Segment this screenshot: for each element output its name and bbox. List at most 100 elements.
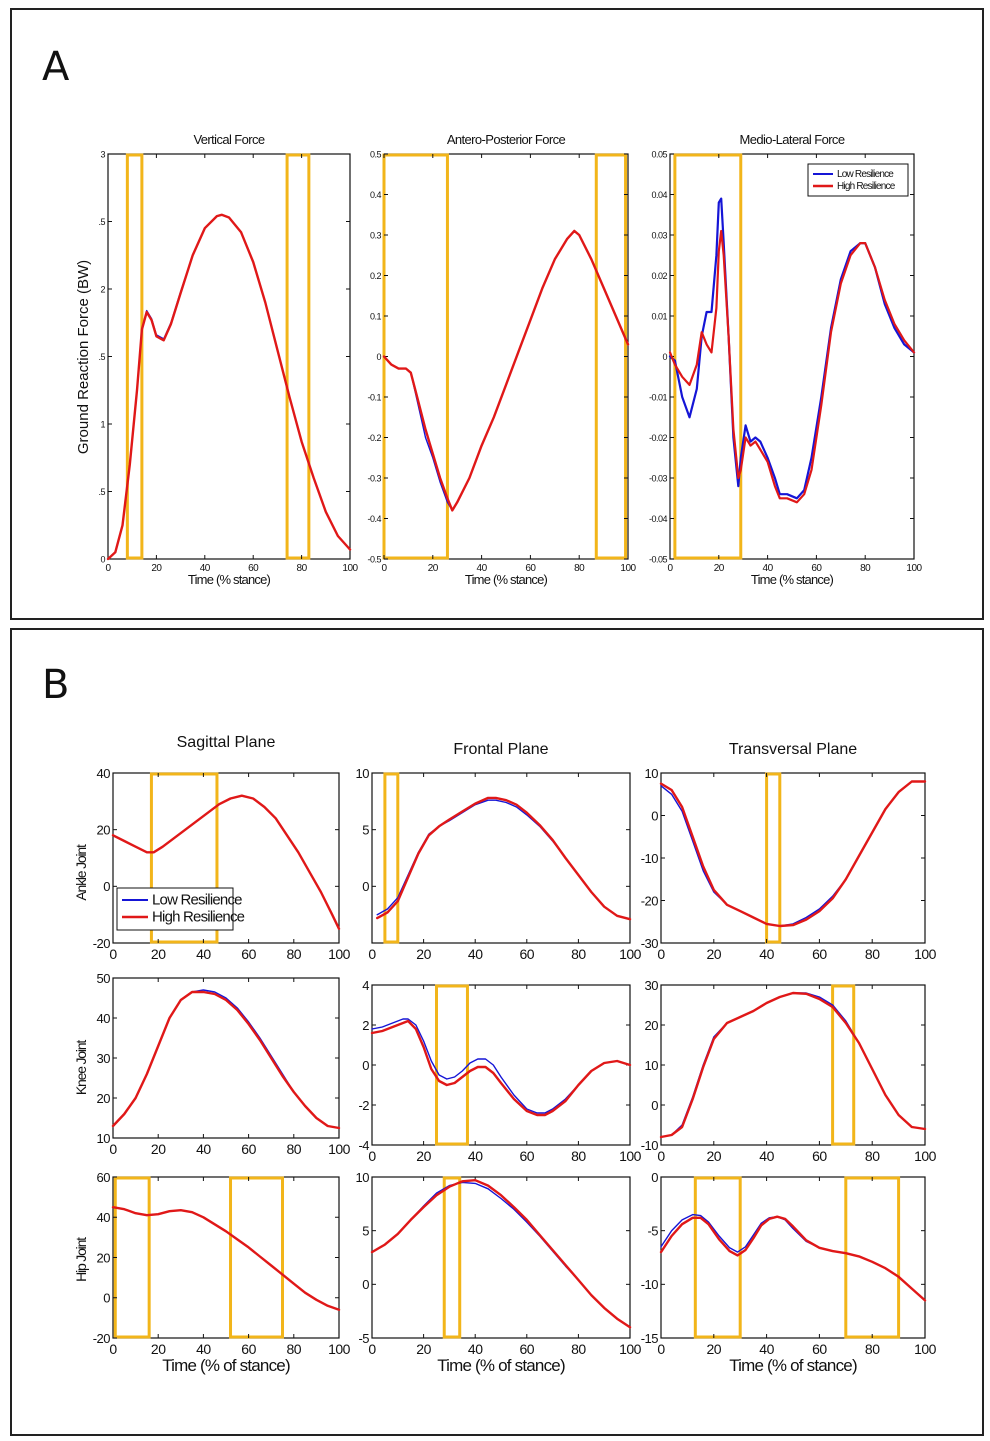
y-tick-label: -0.2 [367, 433, 381, 443]
y-tick-label: .5 [98, 217, 105, 227]
y-tick-label: .5 [98, 352, 105, 362]
x-tick-label: 20 [707, 1341, 722, 1357]
panel-a-label: A [42, 44, 70, 90]
x-axis-label: Time (% stance) [751, 572, 834, 587]
x-tick-label: 60 [811, 563, 822, 574]
plot-title: Vertical Force [193, 132, 264, 147]
x-tick-label: 0 [109, 946, 117, 962]
y-tick-label: -30 [641, 936, 659, 951]
x-tick-label: 60 [525, 563, 536, 574]
y-tick-label: 0.1 [370, 312, 382, 322]
x-tick-label: 40 [477, 563, 488, 574]
plot-title: Frontal Plane [453, 741, 548, 758]
x-tick-label: 80 [571, 1148, 586, 1164]
x-tick-label: 40 [468, 1148, 483, 1164]
x-tick-label: 100 [914, 946, 937, 962]
y-tick-label: -10 [641, 1277, 659, 1292]
x-tick-label: 80 [287, 1141, 302, 1157]
y-tick-label: 0.05 [651, 150, 667, 160]
y-tick-label: 0 [362, 1277, 369, 1292]
x-tick-label: 100 [619, 946, 642, 962]
y-tick-label: -0.1 [367, 393, 381, 403]
x-tick-label: 20 [151, 1141, 166, 1157]
x-tick-label: 20 [416, 1148, 431, 1164]
y-tick-label: -0.02 [649, 433, 668, 443]
series-line-high-resilience [106, 213, 352, 561]
y-tick-label: 2 [362, 1018, 369, 1033]
x-tick-label: 60 [248, 563, 259, 574]
x-tick-label: 0 [657, 946, 665, 962]
plot-title: Transversal Plane [729, 741, 857, 758]
y-tick-label: -5 [358, 1331, 369, 1346]
y-tick-label: 20 [645, 1018, 659, 1033]
axes-frame [112, 977, 340, 1139]
x-tick-label: 60 [241, 1141, 256, 1157]
y-tick-label: 10 [97, 1131, 111, 1146]
x-tick-label: 40 [468, 1341, 483, 1357]
y-tick-label: 40 [97, 766, 111, 781]
x-tick-label: 80 [574, 563, 585, 574]
x-tick-label: 100 [342, 563, 358, 574]
row-label-2: Hip Joint [73, 1237, 89, 1282]
series-line-high-resilience [382, 229, 630, 512]
y-tick-label: 0 [100, 555, 105, 565]
x-tick-label: 80 [287, 946, 302, 962]
x-tick-label: 0 [657, 1148, 665, 1164]
x-tick-label: 40 [196, 1341, 211, 1357]
axes-frame [660, 1176, 926, 1339]
x-tick-label: 100 [620, 563, 636, 574]
y-tick-label: 30 [645, 978, 659, 993]
x-tick-label: 20 [428, 563, 439, 574]
y-tick-label: 10 [645, 766, 659, 781]
plot-title: Medio-Lateral Force [740, 132, 845, 147]
x-tick-label: 100 [906, 563, 922, 574]
x-tick-label: 80 [571, 946, 586, 962]
y-tick-label: -0.4 [367, 514, 381, 524]
x-tick-label: 20 [707, 1148, 722, 1164]
plot-b-ankle-transversal: 0 20 40 60 80 100 -30 -20 -10 0 10 Transversal Plan… [641, 741, 937, 962]
y-tick-label: 0.3 [370, 231, 382, 241]
y-tick-label: -10 [641, 851, 659, 866]
y-tick-label: -15 [641, 1331, 659, 1346]
x-tick-label: 60 [520, 946, 535, 962]
highlight-window [229, 1176, 285, 1339]
x-tick-label: 60 [241, 946, 256, 962]
axes-frame [383, 153, 629, 560]
y-tick-label: 60 [97, 1170, 111, 1185]
y-tick-label: 5 [362, 823, 369, 838]
legend-box [116, 887, 234, 931]
x-axis-label: Time (% stance) [188, 572, 271, 587]
highlight-window [831, 984, 856, 1146]
x-tick-label: 80 [297, 563, 308, 574]
series-line-high-resilience [370, 1178, 632, 1329]
series-line-high-resilience [659, 780, 927, 928]
x-tick-label: 40 [759, 1341, 774, 1357]
plot-title: Antero-Posterior Force [447, 132, 566, 147]
legend-label-low: Low Resilience [152, 892, 242, 909]
x-tick-label: 100 [328, 946, 351, 962]
y-tick-label: 0.2 [370, 271, 382, 281]
y-tick-label: 3 [100, 150, 105, 160]
x-tick-label: 20 [151, 946, 166, 962]
x-tick-label: 100 [328, 1141, 351, 1157]
series-line-high-resilience [659, 991, 927, 1139]
y-tick-label: 10 [645, 1058, 659, 1073]
y-tick-label: 20 [97, 823, 111, 838]
x-tick-label: 20 [416, 1341, 431, 1357]
y-tick-label: -5 [647, 1224, 658, 1239]
series-line-high-resilience [659, 1215, 927, 1302]
x-tick-label: 100 [619, 1148, 642, 1164]
highlight-window [765, 772, 782, 944]
y-tick-label: 0.04 [651, 190, 667, 200]
y-tick-label: 2 [100, 285, 105, 295]
x-tick-label: 100 [914, 1341, 937, 1357]
y-tick-label: -0.5 [367, 555, 381, 565]
axes-frame [107, 153, 351, 560]
x-tick-label: 100 [328, 1341, 351, 1357]
x-tick-label: 60 [241, 1341, 256, 1357]
highlight-window [442, 1176, 462, 1339]
plot-a-ap: 0 20 40 60 80 100 -0.5 -0.4 -0.3 -0.2 -0.1 0 0.1 0.2 0… [367, 132, 637, 587]
